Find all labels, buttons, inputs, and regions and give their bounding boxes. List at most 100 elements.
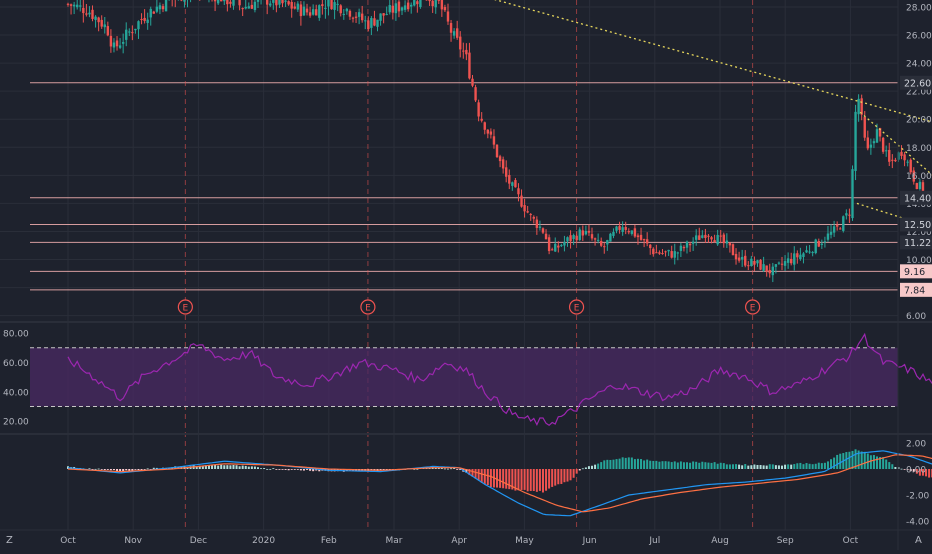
- corner-label-right[interactable]: A: [915, 535, 922, 546]
- candle-body: [793, 253, 795, 264]
- candle-body: [251, 5, 253, 9]
- macd-histogram-bar: [790, 465, 792, 469]
- price-tick-label: 18.00: [906, 144, 932, 154]
- macd-histogram-bar: [502, 469, 504, 488]
- candle-body: [579, 229, 581, 239]
- candle-body: [487, 130, 489, 134]
- level-price-label: 7.84: [904, 285, 925, 296]
- macd-histogram-bar: [619, 459, 621, 469]
- candle-body: [79, 5, 81, 6]
- candle-body: [664, 251, 666, 252]
- candle-body: [309, 12, 311, 15]
- candle-body: [670, 251, 672, 258]
- price-tick-label: 20.00: [906, 116, 932, 126]
- macd-histogram-bar: [539, 469, 541, 491]
- candle-body: [88, 13, 90, 15]
- macd-histogram-bar: [812, 464, 814, 469]
- candle-body: [628, 231, 630, 232]
- macd-histogram-bar: [707, 463, 709, 469]
- candle-body: [815, 240, 817, 253]
- macd-histogram-bar: [674, 461, 676, 469]
- macd-histogram-bar: [616, 459, 618, 469]
- candle-body: [903, 154, 905, 160]
- candle-body: [306, 9, 308, 13]
- macd-histogram-bar: [254, 467, 256, 469]
- candle-body: [269, 4, 271, 6]
- macd-histogram-bar: [603, 460, 605, 469]
- candle-body: [278, 0, 280, 5]
- macd-histogram-bar: [888, 462, 890, 469]
- candle-body: [818, 241, 820, 247]
- macd-histogram-bar: [775, 465, 777, 469]
- macd-histogram-bar: [717, 464, 719, 469]
- time-tick-label: Oct: [843, 536, 859, 546]
- candle-body: [91, 10, 93, 19]
- macd-histogram-bar: [257, 467, 259, 469]
- candle-body: [854, 112, 856, 171]
- macd-histogram-bar: [652, 461, 654, 469]
- candle-body: [232, 0, 234, 6]
- candle-body: [603, 246, 605, 247]
- macd-histogram-bar: [226, 465, 228, 469]
- candle-body: [839, 228, 841, 229]
- macd-histogram-bar: [536, 469, 538, 492]
- macd-histogram-bar: [275, 469, 277, 470]
- candle-body: [701, 235, 703, 238]
- candle-body: [459, 37, 461, 50]
- macd-histogram-bar: [223, 465, 225, 469]
- candle-body: [695, 235, 697, 239]
- macd-histogram-bar: [784, 465, 786, 469]
- candle-body: [870, 145, 872, 148]
- candle-body: [137, 21, 139, 29]
- candle-body: [85, 13, 87, 14]
- macd-histogram-bar: [239, 466, 241, 469]
- candle-body: [750, 259, 752, 266]
- candle-body: [275, 0, 277, 5]
- earnings-badge-label: E: [365, 304, 371, 314]
- macd-histogram-bar: [726, 464, 728, 469]
- candle-body: [873, 141, 875, 143]
- candle-body: [140, 19, 142, 20]
- macd-histogram-bar: [689, 463, 691, 469]
- macd-histogram-bar: [894, 467, 896, 469]
- macd-histogram-bar: [113, 469, 115, 470]
- candle-body: [382, 13, 384, 15]
- macd-histogram-bar: [248, 467, 250, 469]
- macd-histogram-bar: [104, 469, 106, 470]
- candle-body: [385, 14, 387, 15]
- macd-histogram-bar: [95, 469, 97, 470]
- candle-body: [916, 183, 918, 189]
- candle-body: [775, 264, 777, 267]
- candle-body: [462, 51, 464, 52]
- corner-label-left[interactable]: Z: [6, 535, 13, 546]
- macd-histogram-bar: [646, 460, 648, 469]
- candle-body: [340, 5, 342, 13]
- macd-histogram-bar: [756, 465, 758, 469]
- candle-body: [533, 217, 535, 219]
- candle-body: [900, 152, 902, 156]
- macd-histogram-bar: [606, 460, 608, 469]
- macd-tick-label: -4.00: [906, 518, 930, 528]
- macd-histogram-bar: [232, 465, 234, 469]
- candle-body: [542, 228, 544, 232]
- macd-histogram-bar: [487, 469, 489, 485]
- macd-histogram-bar: [110, 469, 112, 470]
- candle-body: [477, 102, 479, 116]
- macd-histogram-bar: [628, 457, 630, 469]
- macd-histogram-bar: [809, 464, 811, 469]
- price-tick-label: 24.00: [906, 60, 932, 70]
- candle-body: [615, 227, 617, 231]
- candle-body: [413, 0, 415, 5]
- macd-histogram-bar: [214, 465, 216, 469]
- rsi-tick-label: 40.00: [3, 388, 29, 398]
- macd-histogram-bar: [799, 463, 801, 469]
- macd-histogram-bar: [637, 459, 639, 469]
- candle-body: [824, 241, 826, 242]
- candle-body: [435, 0, 437, 7]
- time-tick-label: Oct: [60, 536, 76, 546]
- candle-body: [162, 6, 164, 9]
- macd-histogram-bar: [229, 465, 231, 469]
- candle-body: [116, 40, 118, 46]
- macd-histogram-bar: [530, 469, 532, 491]
